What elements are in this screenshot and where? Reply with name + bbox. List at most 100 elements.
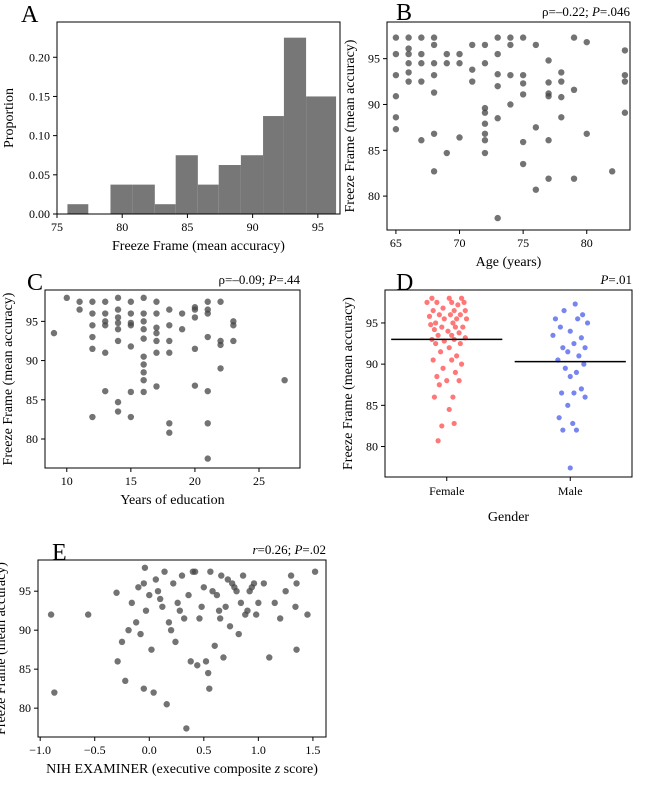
data-point [494,214,501,222]
data-point [180,615,188,622]
data-point [153,337,160,345]
data-point [532,41,540,49]
data-point [148,646,155,653]
stat-prefix: ρ=–0.09; [219,272,269,287]
data-point [621,71,629,79]
data-point-male [565,349,571,355]
data-point [430,41,438,49]
data-point-female [436,382,442,388]
data-point [84,611,92,618]
x-tick-label: 80 [116,220,128,234]
data-point [519,71,527,79]
data-point [140,388,147,396]
data-point [125,626,132,634]
data-point-female [449,332,455,338]
data-point [209,587,216,595]
data-point [235,630,242,638]
data-point [204,669,212,677]
data-point [271,599,278,607]
data-point [102,387,109,395]
data-point [456,134,463,141]
plot-frame [37,559,327,738]
data-point-female [458,361,465,367]
data-point [114,337,122,345]
y-tick-label: 85 [19,662,31,676]
data-point [176,607,184,614]
stat-annotation: P=.01 [599,272,632,287]
data-point-female [451,307,457,314]
data-point [266,654,273,661]
x-axis-label-suffix: score) [280,762,318,777]
data-point [127,322,135,329]
data-point [216,615,224,622]
data-point-male [582,345,588,351]
panel-label: C [27,270,43,296]
data-point [481,137,489,144]
data-point [532,186,540,193]
data-point [519,80,527,87]
data-point-male [565,402,571,408]
plot-frame [384,289,633,478]
data-point-female [437,349,444,355]
panel-label: A [21,2,39,28]
data-point [220,654,227,661]
data-point-male [575,316,581,322]
panel-b: B 80 85 90 95 65 70 75 80 Age (years) Freeze Frame… [343,0,631,270]
data-point [89,298,96,305]
data-point-female [430,307,436,314]
data-point [150,689,157,696]
data-point [207,568,214,575]
data-point-female [451,420,457,427]
data-point-male [552,316,559,322]
y-tick-label: 85 [366,398,378,412]
data-point [570,34,578,41]
x-tick-label: −0.5 [84,743,106,757]
panel-label: B [396,0,412,26]
data-point [287,572,295,579]
plot-frame [56,21,341,215]
panel-a: A 0.00 0.05 0.10 0.15 0.20 75 80 85 90 95 Freeze Fr… [2,2,341,254]
data-point-female [446,295,452,301]
x-tick-label: 80 [581,236,593,250]
x-tick-label: 1.5 [305,743,320,757]
data-point [418,78,425,85]
y-tick-label: 85 [368,143,380,157]
data-point [558,114,565,121]
data-point-male [562,365,568,371]
data-point [519,91,527,98]
y-tick-label: 80 [368,189,380,203]
data-point [204,333,211,341]
data-point [481,149,489,157]
data-point [166,349,173,356]
data-point-male [581,361,587,367]
data-point [153,310,160,317]
data-point-female [446,345,452,351]
data-point [166,322,173,329]
data-point [89,333,96,341]
data-point [165,619,173,626]
data-point [276,615,284,622]
stat-italic: P [599,272,608,287]
data-point [456,60,463,67]
data-point [152,576,160,583]
data-point-male [561,307,567,314]
data-point-male [557,324,563,330]
data-point-male [567,465,573,471]
y-tick-label: 95 [19,584,31,598]
data-point [185,591,192,599]
data-point [392,50,400,58]
data-point [293,580,300,587]
histogram-bar [263,116,284,214]
data-point [237,599,245,607]
y-axis-label: Proportion [2,88,17,148]
x-tick-label: Female [429,484,464,498]
data-point-female [433,320,439,326]
data-point [430,89,438,96]
y-tick-label: 0.20 [29,50,50,64]
y-axis-label: Freeze Frame (mean accuracy) [0,562,9,735]
y-tick-label: 80 [19,701,31,715]
histogram-bar [67,204,89,214]
data-point [202,658,210,665]
data-point [113,589,120,596]
